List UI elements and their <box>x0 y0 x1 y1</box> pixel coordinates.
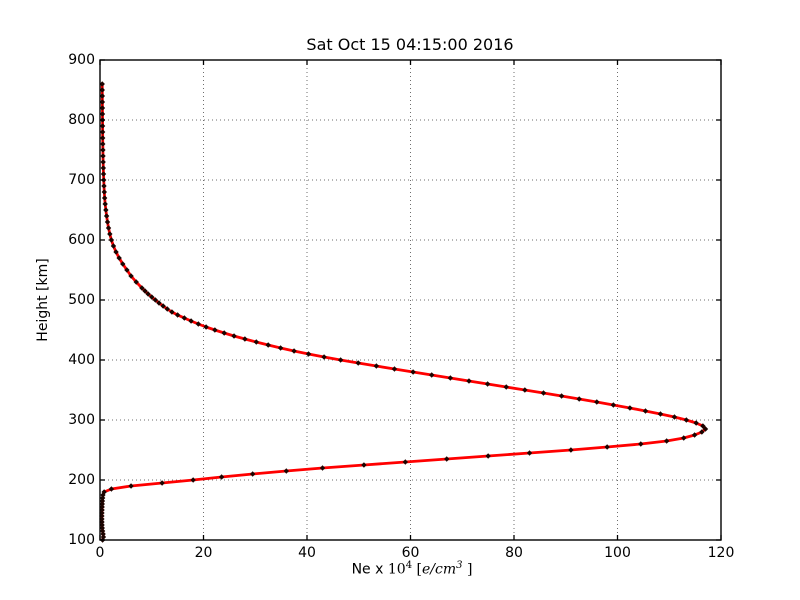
x-axis-label-prefix: Ne x <box>351 561 388 578</box>
x-axis-label: Ne x 104 [e/cm3 ] <box>352 560 473 578</box>
x-tick-label: 60 <box>401 545 420 561</box>
y-tick-label: 600 <box>68 232 95 248</box>
y-axis-label: Height [km] <box>35 258 51 342</box>
x-tick-label: 120 <box>707 545 735 561</box>
y-tick-label: 800 <box>68 112 95 128</box>
x-axis-label-base: 10 <box>387 561 406 578</box>
chart-title: Sat Oct 15 04:15:00 2016 <box>306 35 514 54</box>
y-tick-label: 300 <box>68 412 95 428</box>
x-tick-label: 0 <box>95 545 105 561</box>
y-tick-label: 400 <box>68 352 95 368</box>
x-tick-label: 20 <box>194 545 213 561</box>
x-axis-label-units: e/cm <box>421 561 457 578</box>
x-tick-label: 100 <box>604 545 631 561</box>
y-tick-label: 500 <box>68 292 95 308</box>
y-tick-label: 900 <box>68 52 95 68</box>
y-tick-label: 700 <box>68 172 95 188</box>
x-tick-label: 40 <box>298 545 316 561</box>
y-tick-label: 200 <box>68 472 95 488</box>
x-axis-label-open-bracket: [ <box>412 561 422 578</box>
x-axis-label-units-exponent: 3 <box>456 560 463 571</box>
x-axis-label-exponent: 4 <box>405 560 413 571</box>
x-tick-label: 80 <box>505 545 523 561</box>
x-axis-label-close-bracket: ] <box>462 561 473 578</box>
y-tick-label: 100 <box>68 532 95 548</box>
